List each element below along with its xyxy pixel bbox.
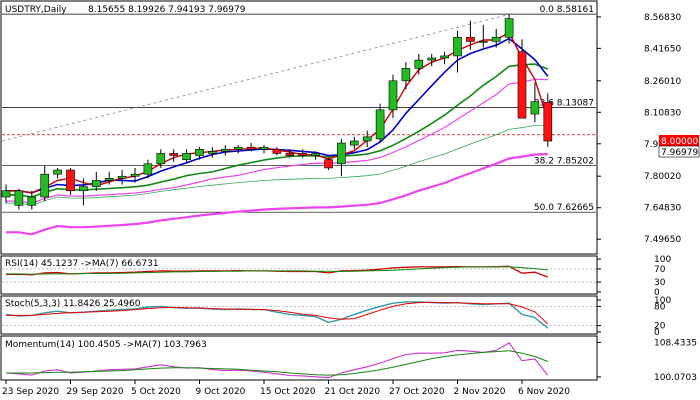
- candle-body: [104, 178, 114, 181]
- chart-symbol: USDTRY,Daily: [5, 5, 67, 15]
- fib-label: 23.6 8.13087: [534, 99, 594, 109]
- date-tick-label: 15 Oct 2020: [260, 387, 316, 397]
- candle-body: [388, 80, 398, 111]
- price-tick-label: 7.80020: [644, 172, 681, 182]
- indicator-tick-label: 0: [654, 328, 660, 338]
- indicator-lines: [2, 265, 596, 379]
- price-tick-label: 7.49650: [644, 235, 681, 245]
- date-tick-label: 21 Oct 2020: [325, 387, 381, 397]
- ma-pink-fast: [6, 78, 548, 204]
- candle-body: [79, 186, 88, 192]
- date-axis: 23 Sep 2020 29 Sep 2020 5 Oct 2020 9 Oct 20…: [2, 380, 570, 397]
- indicator-tick-label: 20: [654, 322, 666, 332]
- candle-body: [324, 159, 333, 169]
- price-panel-frame: [0, 0, 598, 255]
- price-tick-label: 8.41650: [644, 44, 681, 54]
- candle-body: [233, 146, 243, 150]
- candlesticks: [1, 14, 553, 210]
- price-tick-label: 8.10830: [644, 108, 681, 118]
- candle-body: [362, 136, 372, 142]
- candle-body: [311, 153, 320, 156]
- candle-body: [117, 175, 127, 179]
- candle-body: [143, 163, 153, 175]
- indicator-series: [6, 266, 548, 275]
- candle-body: [517, 51, 527, 119]
- candle-body: [427, 57, 437, 61]
- candle-body: [221, 148, 230, 152]
- candle-body: [491, 36, 501, 42]
- candle-body: [169, 153, 178, 156]
- candle-body: [478, 41, 488, 43]
- price-tick-label: 8.56830: [644, 13, 681, 23]
- candle-body: [182, 153, 191, 160]
- candle-body: [298, 153, 308, 156]
- candle-body: [466, 36, 475, 42]
- indicator-tick-label: 0: [654, 288, 660, 298]
- date-tick-label: 5 Oct 2020: [131, 387, 181, 397]
- indicator-tick-label: 80: [654, 302, 666, 312]
- momentum-title: Momentum(14) 100.4505 ->MA(7) 103.7963: [5, 340, 207, 350]
- ma-thin-green: [6, 124, 548, 206]
- candle-body: [453, 36, 462, 57]
- current-price-tag: 7.96979: [658, 145, 700, 158]
- price-tick-label: 7.64830: [644, 204, 681, 214]
- candle-body: [208, 151, 217, 154]
- candle-body: [14, 190, 24, 206]
- fib-label: 50.0 7.62665: [534, 203, 594, 213]
- candle-body: [504, 18, 514, 38]
- candle-body: [246, 146, 256, 150]
- candle-body: [259, 146, 269, 150]
- candle-body: [40, 173, 50, 198]
- stoch-panel-frame: [0, 295, 598, 335]
- candle-body: [195, 148, 204, 156]
- candle-body: [272, 148, 282, 154]
- candle-body: [27, 196, 37, 206]
- ma-pink-slow: [6, 153, 548, 236]
- candle-body: [414, 59, 424, 69]
- stoch-title: Stoch(5,3,3) 11.8426 25.4960: [5, 299, 141, 309]
- candle-body: [401, 68, 411, 82]
- candle-body: [530, 101, 540, 115]
- indicator-tick-label: 108.4335: [654, 338, 697, 348]
- indicator-series: [6, 350, 548, 376]
- date-tick-label: 9 Oct 2020: [196, 387, 246, 397]
- rsi-title: RSI(14) 45.1237 ->MA(7) 66.6731: [5, 259, 159, 269]
- candle-body: [349, 140, 359, 146]
- rsi-panel-frame: [0, 255, 598, 295]
- candle-body: [440, 55, 449, 59]
- candle-body: [375, 109, 385, 140]
- fib-label: 0.0 8.58161: [540, 5, 594, 15]
- indicator-tick-label: 30: [654, 278, 666, 288]
- indicator-tick-label: 100: [654, 296, 671, 306]
- candle-body: [66, 169, 75, 192]
- date-tick-label: 6 Nov 2020: [518, 387, 570, 397]
- indicator-tick-label: 70: [654, 265, 666, 275]
- indicator-series: [6, 301, 549, 325]
- candle-body: [156, 153, 166, 165]
- candle-body: [53, 169, 62, 175]
- date-tick-label: 23 Sep 2020: [2, 387, 59, 397]
- indicator-tick-label: 100: [654, 255, 671, 265]
- candle-body: [543, 101, 553, 142]
- fib-label: 38.2 7.85202: [534, 156, 594, 166]
- candle-body: [130, 173, 140, 177]
- momentum-panel-frame: [0, 335, 598, 381]
- chart-ohlc: 8.15655 8.19926 7.94193 7.96979: [88, 5, 246, 15]
- level-tag: 8.00000: [659, 135, 699, 147]
- date-tick-label: 29 Sep 2020: [67, 387, 124, 397]
- current-price-label: 7.96979: [661, 148, 698, 158]
- date-tick-label: 27 Oct 2020: [389, 387, 445, 397]
- price-tick-label: 8.26010: [644, 77, 681, 87]
- candle-body: [92, 180, 101, 187]
- candle-body: [337, 142, 346, 165]
- indicator-tick-label: 100.0703: [654, 373, 697, 383]
- candle-body: [285, 153, 295, 156]
- date-tick-label: 2 Nov 2020: [454, 387, 506, 397]
- candle-body: [1, 190, 11, 198]
- level-tag-label: 8.00000: [661, 137, 698, 147]
